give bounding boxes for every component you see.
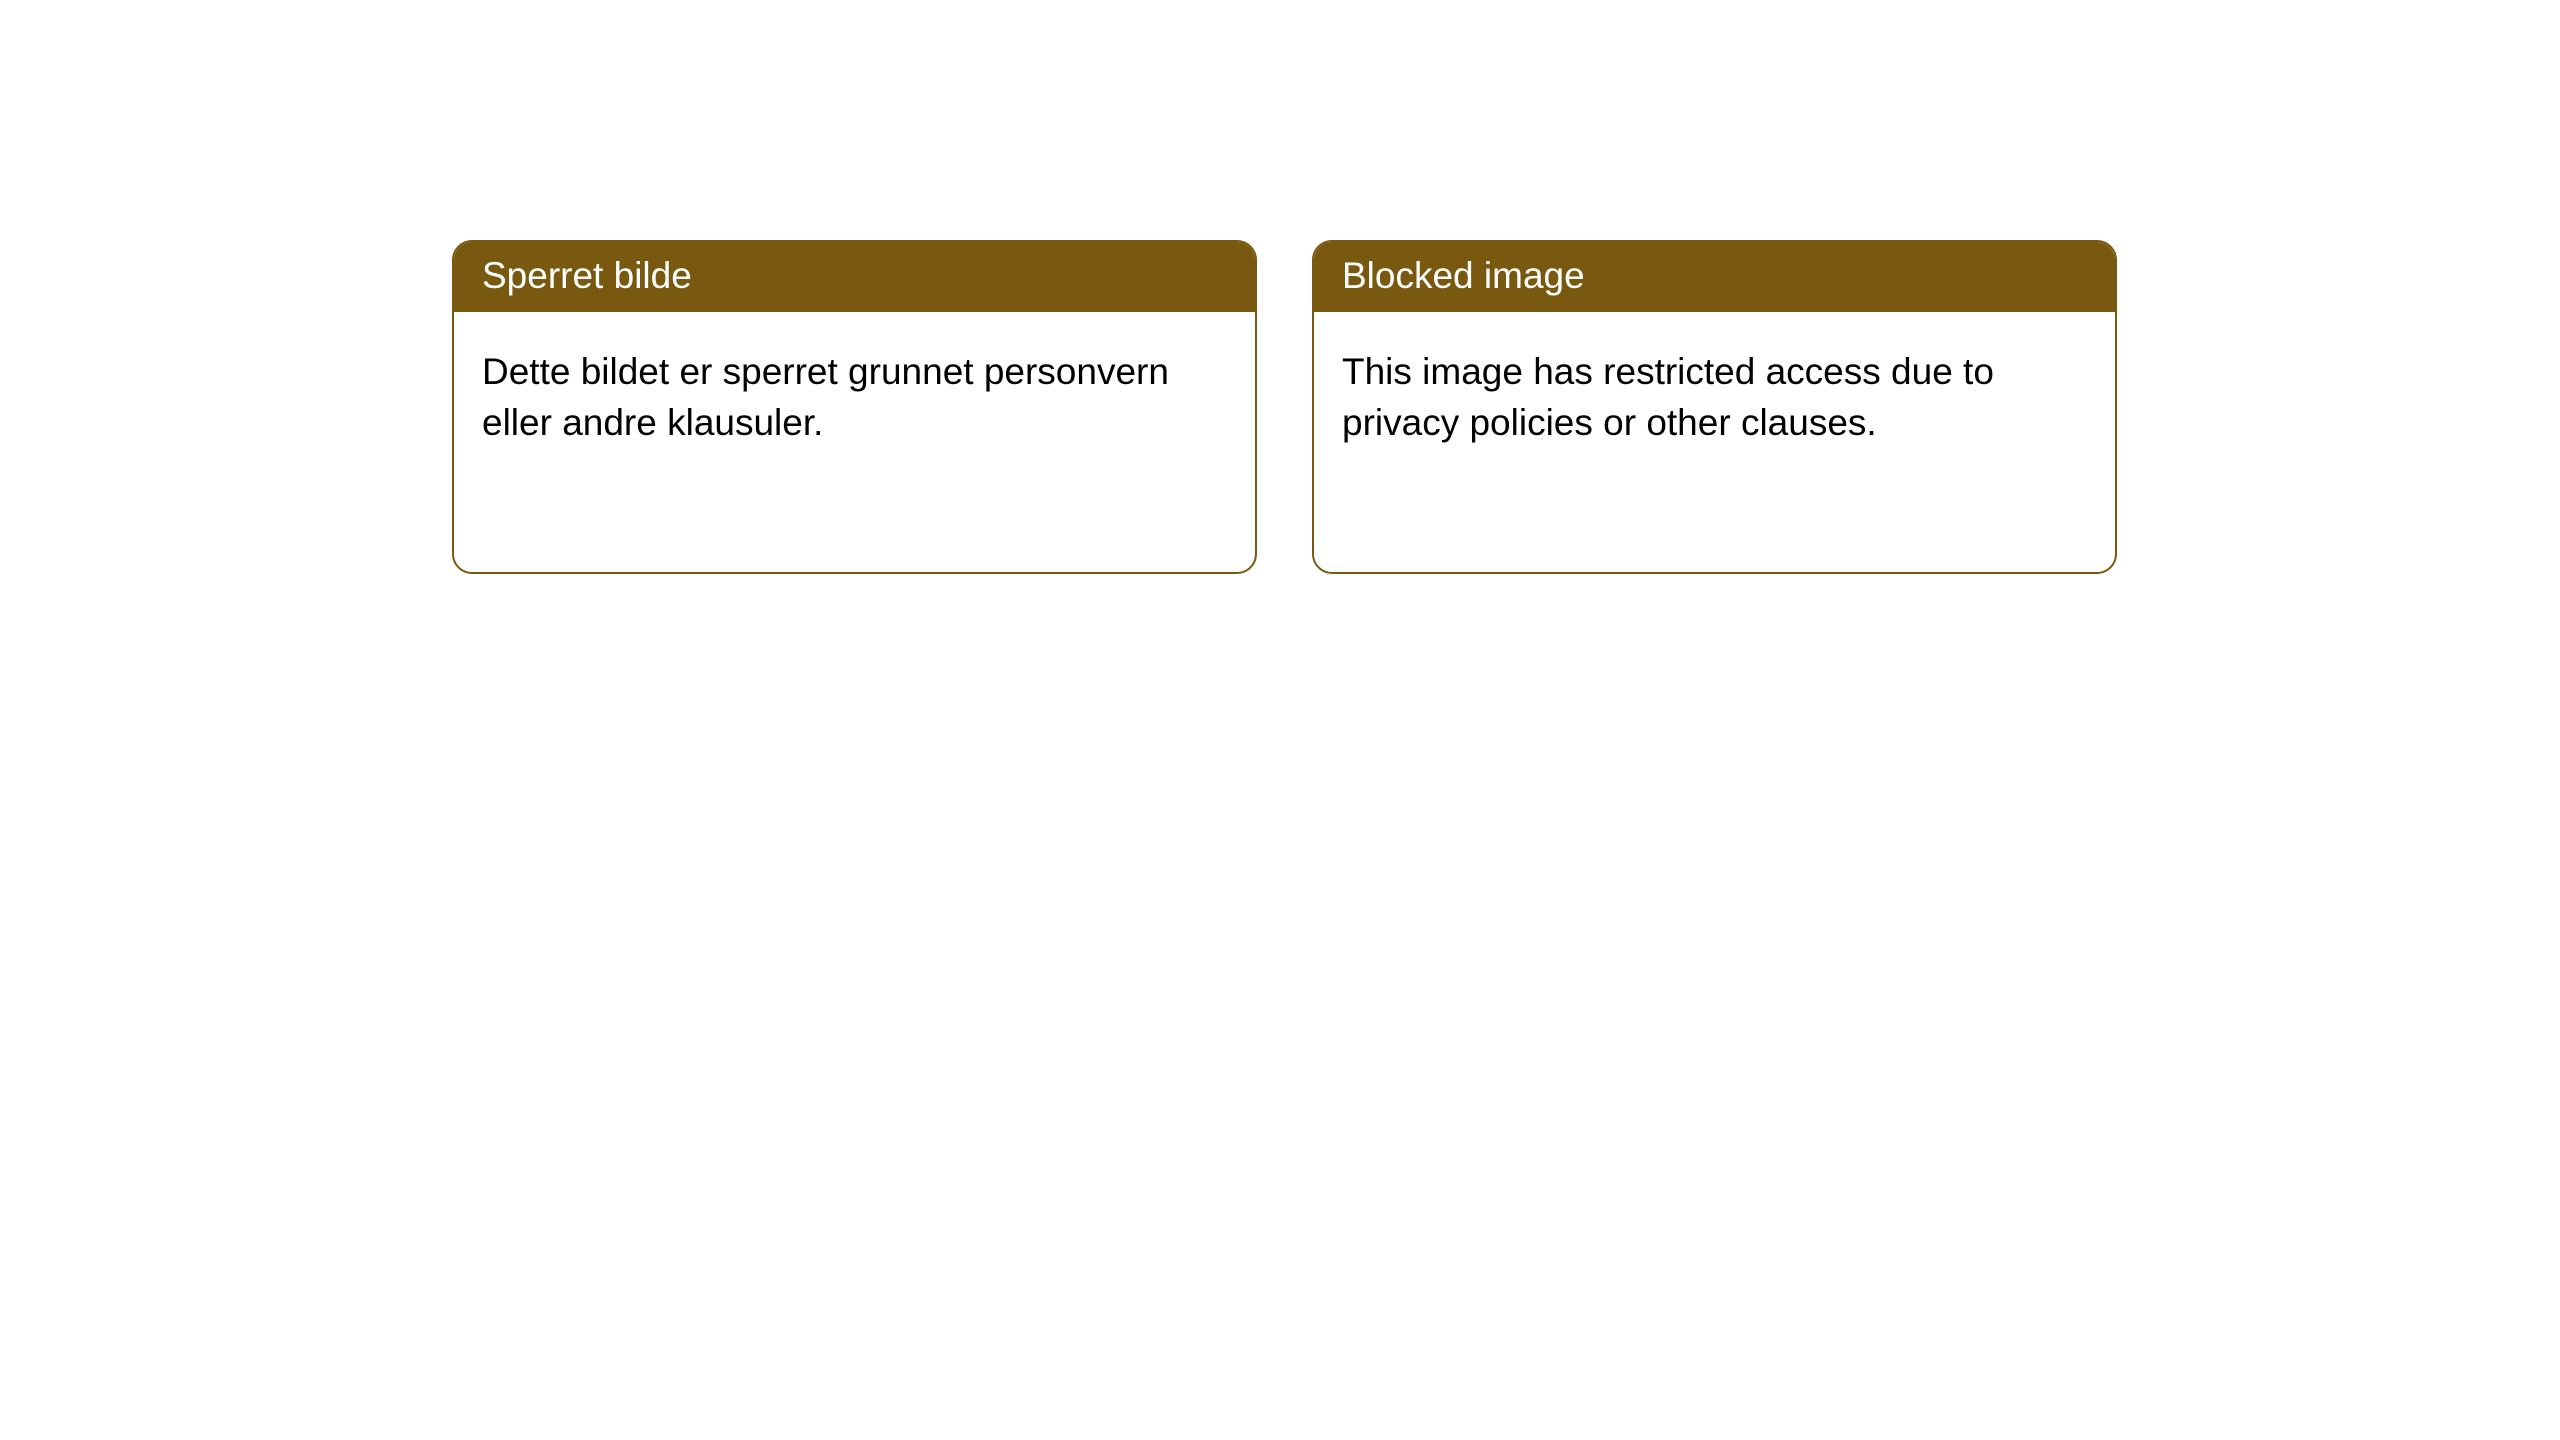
card-header-en: Blocked image: [1314, 242, 2115, 312]
blocked-image-card-no: Sperret bilde Dette bildet er sperret gr…: [452, 240, 1257, 574]
blocked-image-card-en: Blocked image This image has restricted …: [1312, 240, 2117, 574]
card-header-no: Sperret bilde: [454, 242, 1255, 312]
card-message-en: This image has restricted access due to …: [1342, 351, 1994, 443]
card-body-en: This image has restricted access due to …: [1314, 312, 2115, 482]
card-title-no: Sperret bilde: [482, 255, 692, 296]
card-title-en: Blocked image: [1342, 255, 1585, 296]
card-body-no: Dette bildet er sperret grunnet personve…: [454, 312, 1255, 482]
card-message-no: Dette bildet er sperret grunnet personve…: [482, 351, 1169, 443]
cards-container: Sperret bilde Dette bildet er sperret gr…: [0, 0, 2560, 574]
